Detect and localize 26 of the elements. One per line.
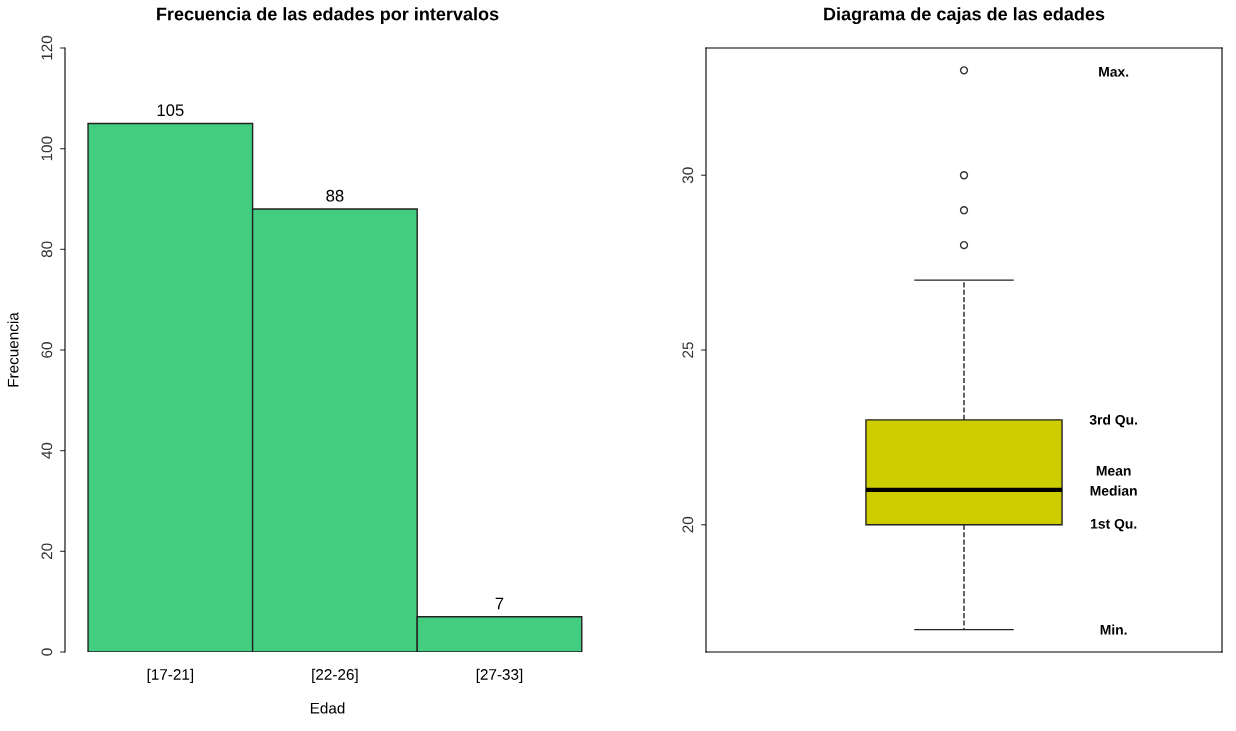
annotation: Min. bbox=[1100, 624, 1127, 635]
y-tick-label: 0 bbox=[41, 648, 53, 656]
x-tick-label: [22-26] bbox=[312, 668, 358, 683]
y-tick-label: 20 bbox=[41, 543, 53, 560]
annotation: Max. bbox=[1099, 67, 1129, 77]
y-tick-label: 40 bbox=[41, 442, 53, 459]
y-tick-label: 120 bbox=[41, 35, 53, 60]
x-tick-label: [17-21] bbox=[147, 668, 194, 683]
annotation: Median bbox=[1090, 485, 1137, 496]
annotation: Mean bbox=[1096, 466, 1131, 476]
y-tick-label: 60 bbox=[41, 342, 53, 358]
y-tick-label: 100 bbox=[41, 136, 53, 161]
y-tick-label: 80 bbox=[41, 241, 53, 258]
chart-title: Frecuencia de las edades por intervalos bbox=[157, 7, 499, 24]
x-axis-title: Edad bbox=[310, 702, 345, 714]
annotation: 3rd Qu. bbox=[1089, 414, 1137, 428]
x-tick-label: [27-33] bbox=[476, 668, 523, 683]
y-axis-title: Frecuencia bbox=[7, 312, 19, 387]
y-tick-label: 25 bbox=[682, 342, 694, 358]
data-label: 88 bbox=[326, 189, 344, 202]
data-label: 105 bbox=[157, 104, 184, 117]
y-tick-label: 20 bbox=[682, 516, 694, 533]
y-tick-label: 30 bbox=[682, 167, 694, 184]
data-label: 7 bbox=[495, 597, 504, 610]
annotation: 1st Qu. bbox=[1090, 518, 1137, 532]
chart-title: Diagrama de cajas de las edades bbox=[824, 7, 1105, 25]
